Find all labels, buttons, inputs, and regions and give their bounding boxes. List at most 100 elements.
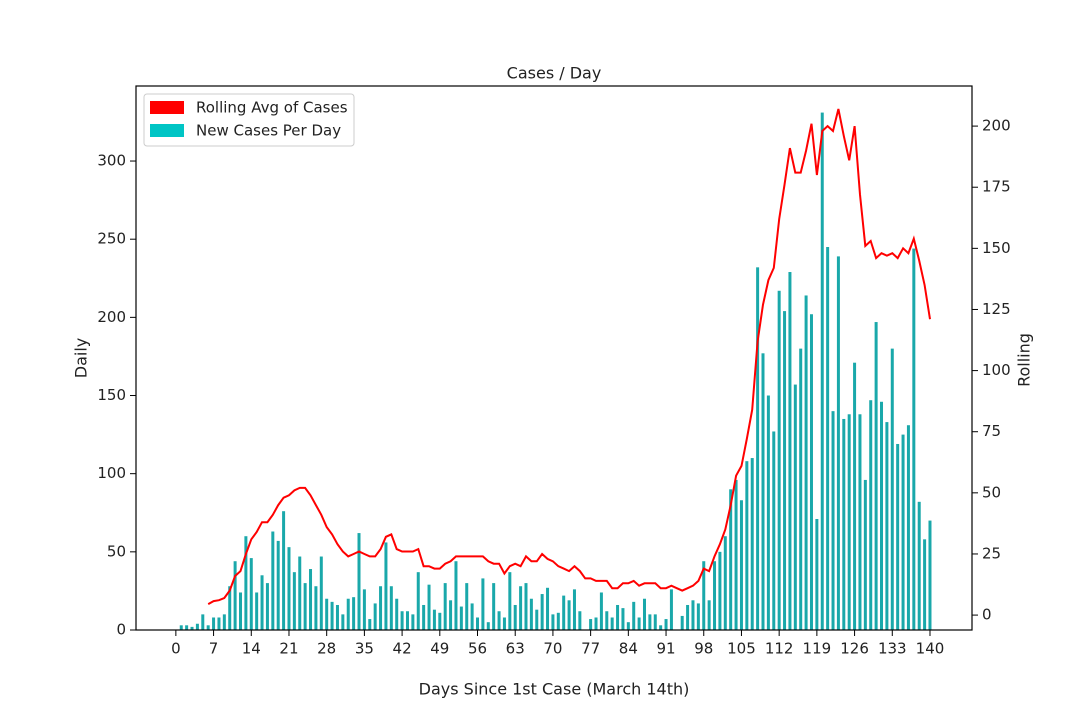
bar bbox=[562, 595, 566, 630]
bar bbox=[653, 614, 657, 630]
bar bbox=[325, 598, 329, 630]
bar bbox=[917, 501, 921, 630]
bar bbox=[352, 597, 356, 630]
x-tick-label: 84 bbox=[619, 640, 638, 658]
bar bbox=[799, 348, 803, 630]
bar bbox=[842, 418, 846, 630]
bar bbox=[788, 272, 792, 630]
bar bbox=[497, 611, 501, 630]
bar bbox=[185, 625, 189, 630]
x-tick-label: 133 bbox=[878, 640, 907, 658]
bar bbox=[766, 395, 770, 630]
bar bbox=[449, 600, 453, 630]
bar bbox=[476, 617, 480, 630]
bar bbox=[486, 622, 490, 630]
bar bbox=[411, 614, 415, 630]
bar bbox=[341, 614, 345, 630]
x-tick-label: 140 bbox=[916, 640, 945, 658]
bar bbox=[783, 311, 787, 630]
bar bbox=[858, 414, 862, 630]
x-tick-label: 7 bbox=[209, 640, 219, 658]
legend-label: New Cases Per Day bbox=[196, 122, 341, 140]
bar bbox=[287, 547, 291, 630]
bar bbox=[696, 603, 700, 630]
y-tick-label: 300 bbox=[97, 152, 126, 170]
bar bbox=[346, 598, 350, 630]
x-tick-label: 49 bbox=[430, 640, 449, 658]
legend-label: Rolling Avg of Cases bbox=[196, 99, 348, 117]
bar bbox=[901, 434, 905, 630]
bar bbox=[535, 609, 539, 630]
x-tick-label: 77 bbox=[581, 640, 600, 658]
bar bbox=[686, 604, 690, 630]
bar bbox=[874, 322, 878, 630]
x-tick-label: 119 bbox=[803, 640, 832, 658]
bar bbox=[389, 586, 393, 630]
y2-tick-label: 175 bbox=[982, 178, 1011, 196]
bar bbox=[513, 604, 517, 630]
bar bbox=[648, 614, 652, 630]
bar bbox=[438, 612, 442, 630]
y-tick-label: 150 bbox=[97, 386, 126, 404]
bar bbox=[400, 611, 404, 630]
x-tick-label: 42 bbox=[393, 640, 412, 658]
bar bbox=[885, 422, 889, 630]
bar bbox=[282, 511, 286, 630]
y2-tick-label: 75 bbox=[982, 422, 1001, 440]
bar bbox=[357, 533, 361, 630]
bar bbox=[928, 520, 932, 630]
bar bbox=[772, 431, 776, 630]
bar bbox=[222, 614, 226, 630]
bar bbox=[265, 583, 269, 630]
bar bbox=[546, 587, 550, 630]
bar bbox=[847, 414, 851, 630]
bar bbox=[519, 586, 523, 630]
x-axis-label: Days Since 1st Case (March 14th) bbox=[419, 680, 690, 699]
bar bbox=[750, 458, 754, 630]
y2-tick-label: 150 bbox=[982, 239, 1011, 257]
bar bbox=[702, 561, 706, 630]
bar bbox=[298, 556, 302, 630]
bar bbox=[869, 400, 873, 630]
bar bbox=[777, 290, 781, 630]
y2-axis-label: Rolling bbox=[1015, 333, 1034, 387]
bar bbox=[659, 625, 663, 630]
y-axis-label: Daily bbox=[72, 338, 91, 378]
y2-tick-label: 200 bbox=[982, 117, 1011, 135]
bar bbox=[642, 598, 646, 630]
bar bbox=[260, 575, 264, 630]
x-tick-label: 126 bbox=[840, 640, 869, 658]
bar bbox=[508, 572, 512, 630]
x-tick-label: 70 bbox=[543, 640, 562, 658]
y-tick-label: 0 bbox=[116, 621, 126, 639]
bar bbox=[626, 622, 630, 630]
bar bbox=[255, 592, 259, 630]
bar bbox=[809, 314, 813, 630]
legend-swatch bbox=[150, 124, 184, 137]
x-tick-label: 98 bbox=[694, 640, 713, 658]
bar bbox=[616, 604, 620, 630]
bar bbox=[680, 615, 684, 630]
bar bbox=[179, 625, 183, 630]
bar bbox=[826, 247, 830, 631]
bar bbox=[664, 619, 668, 630]
bar bbox=[330, 601, 334, 630]
bar bbox=[271, 531, 275, 630]
bar bbox=[863, 479, 867, 630]
bar bbox=[578, 611, 582, 630]
bar bbox=[244, 536, 248, 630]
y-tick-label: 100 bbox=[97, 464, 126, 482]
bar bbox=[723, 536, 727, 630]
bar bbox=[459, 606, 463, 630]
bar bbox=[502, 617, 506, 630]
bar bbox=[729, 489, 733, 630]
bar bbox=[249, 558, 253, 630]
bar bbox=[524, 583, 528, 630]
legend-box bbox=[143, 93, 355, 147]
x-tick-label: 21 bbox=[279, 640, 298, 658]
bar bbox=[923, 539, 927, 630]
bar bbox=[206, 625, 210, 630]
bar bbox=[384, 542, 388, 630]
x-tick-label: 28 bbox=[317, 640, 336, 658]
